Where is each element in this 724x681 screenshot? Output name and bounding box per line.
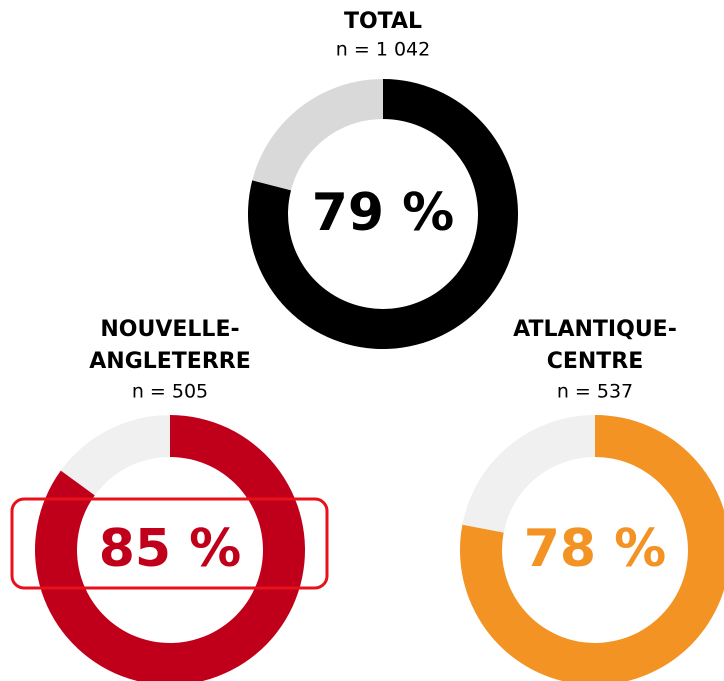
donut-subtitle: n = 537	[557, 381, 633, 403]
donut-subtitle: n = 1 042	[336, 39, 430, 61]
value-label: 85 %	[99, 519, 242, 579]
donut-title: ANGLETERRE	[89, 349, 251, 374]
donut-title: ATLANTIQUE-	[513, 317, 677, 342]
donut-title: CENTRE	[547, 349, 644, 374]
value-label: 78 %	[524, 519, 667, 579]
donut-segment	[248, 79, 518, 349]
value-label: 79 %	[312, 183, 455, 243]
donut-segment	[460, 415, 724, 681]
highlight-box	[10, 497, 329, 590]
donut-subtitle: n = 505	[132, 381, 208, 403]
donut-title: TOTAL	[344, 9, 422, 34]
donut-segment	[35, 415, 305, 681]
donut-title: NOUVELLE-	[100, 317, 239, 342]
